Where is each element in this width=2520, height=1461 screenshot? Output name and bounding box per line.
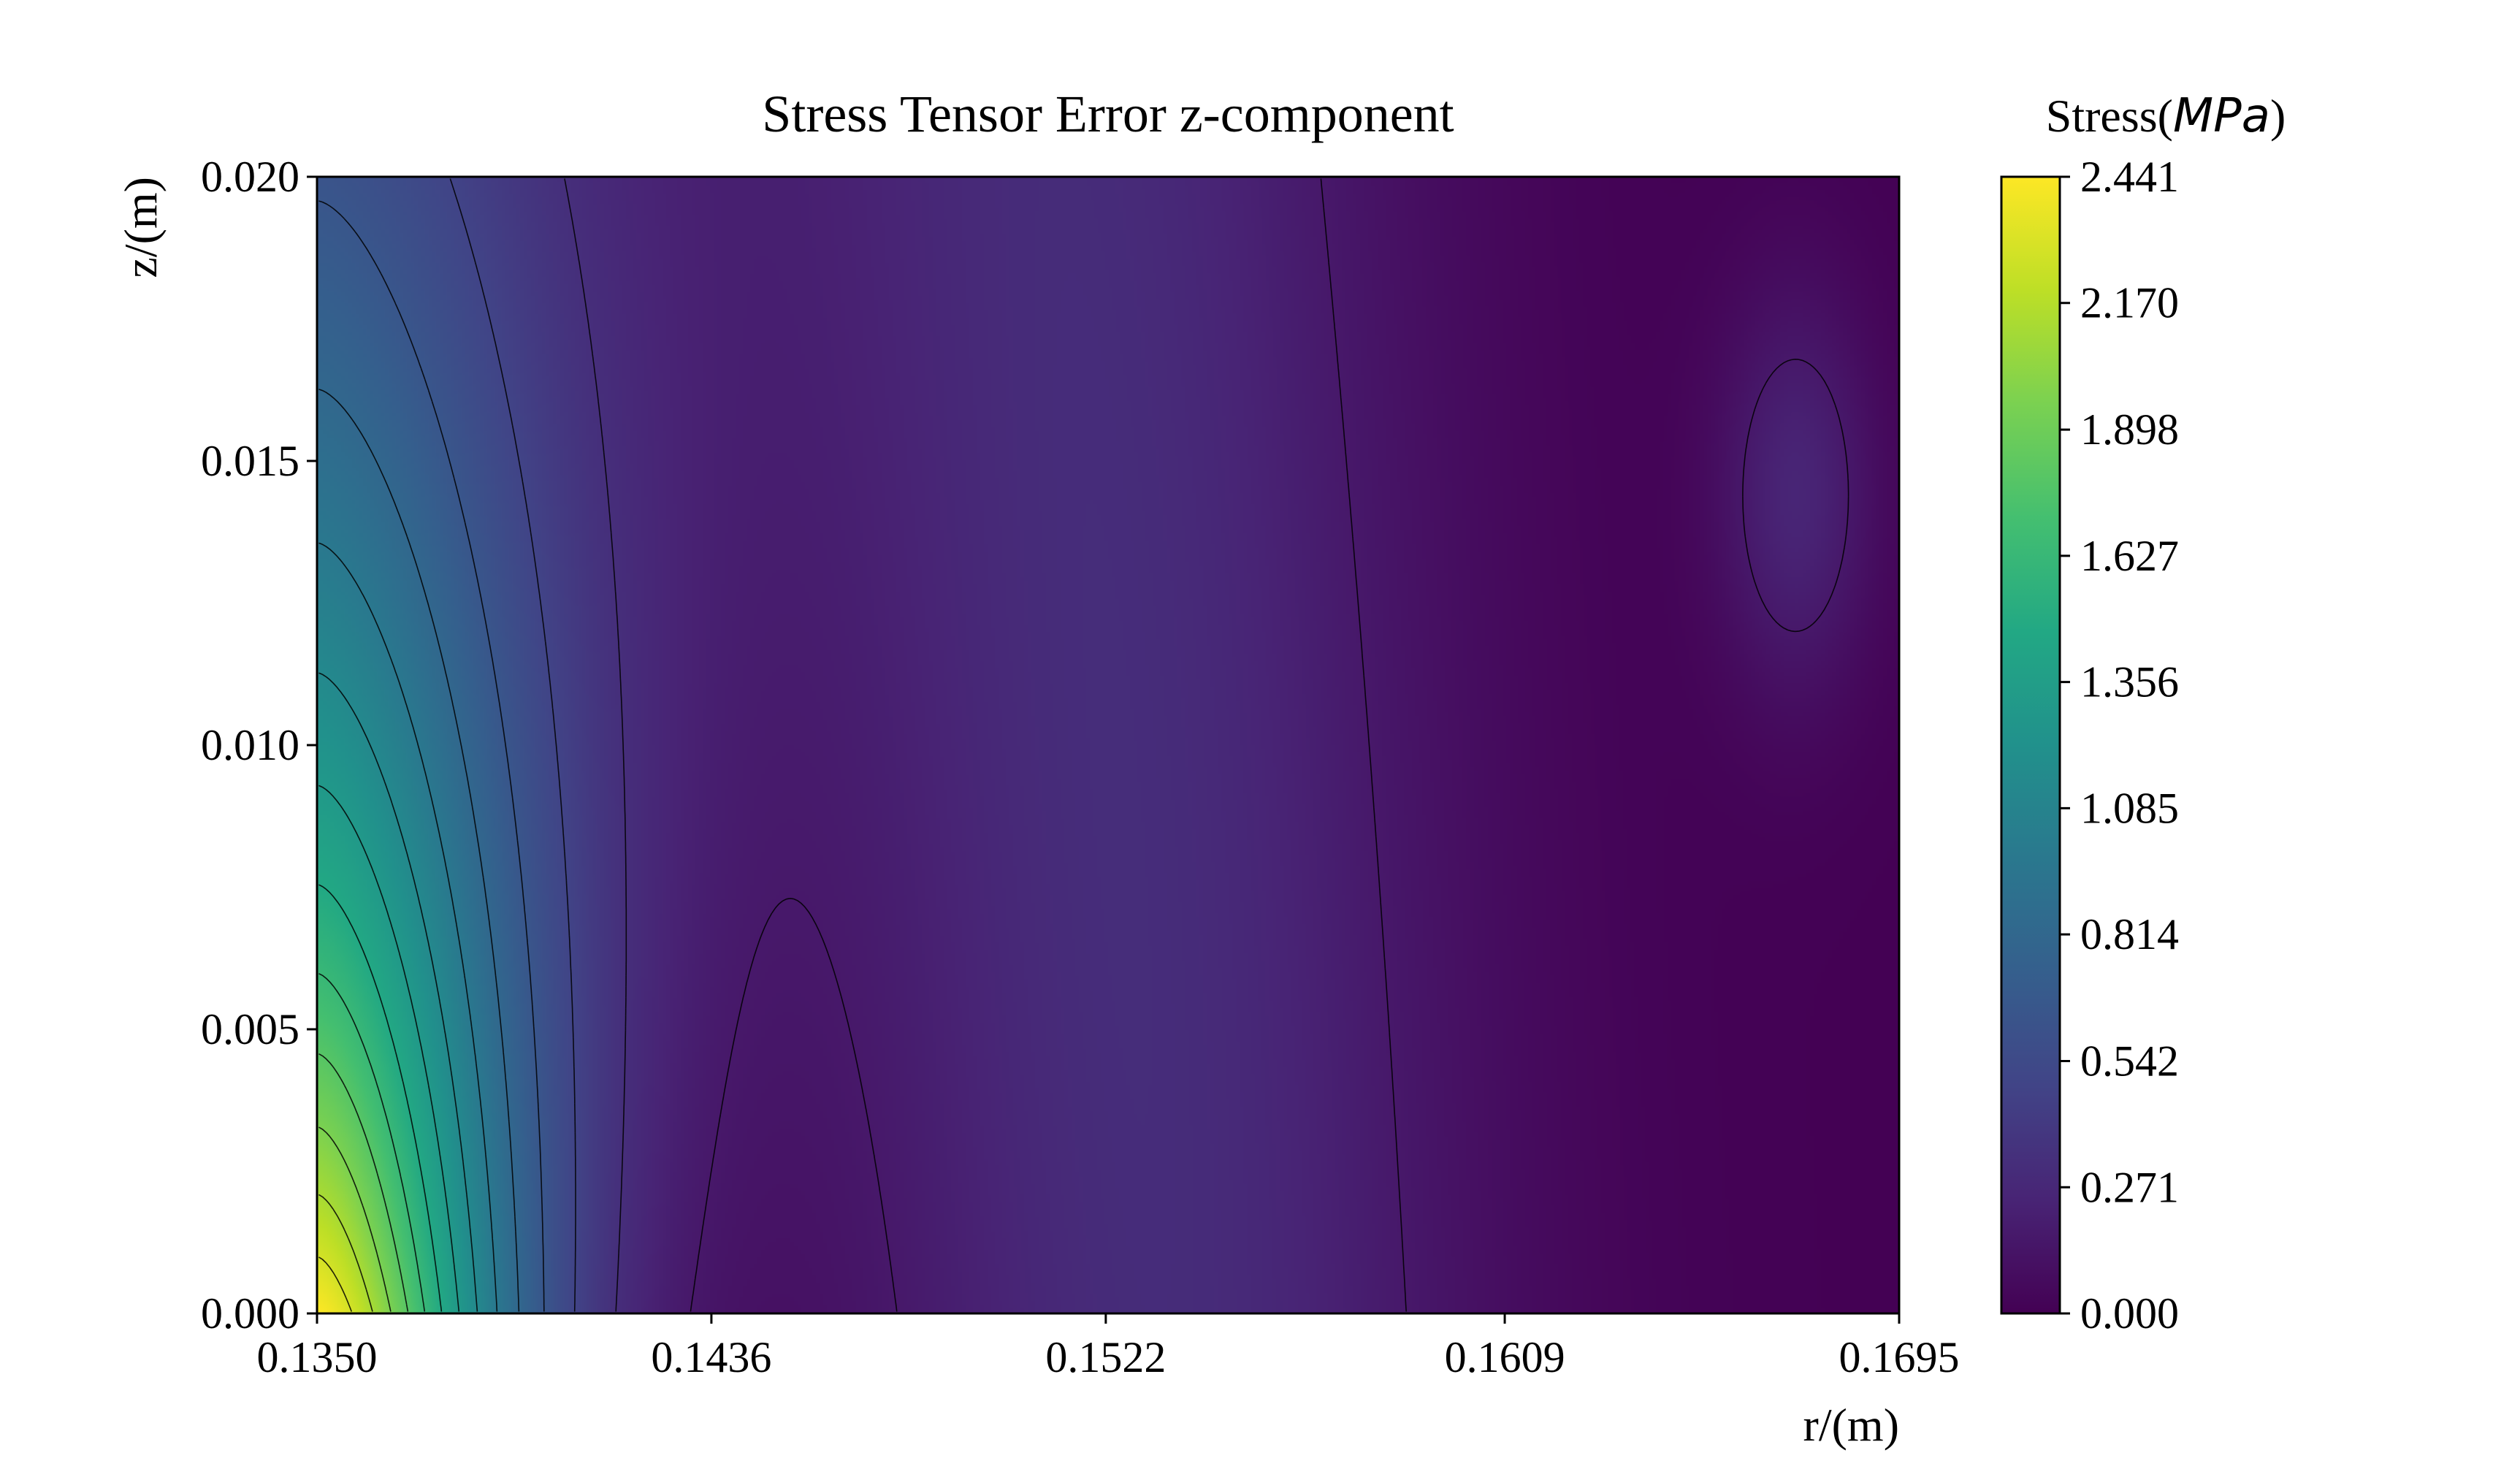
contour-line	[318, 200, 545, 1312]
colorbar-tick-label: 0.814	[2080, 910, 2179, 958]
colorbar-label-unit: MPa	[2173, 89, 2270, 143]
y-tick-label: 0.005	[201, 1005, 299, 1053]
y-tick-label: 0.000	[201, 1289, 299, 1338]
colorbar-tick-label: 0.542	[2080, 1037, 2179, 1086]
x-tick-label: 0.1436	[651, 1333, 771, 1381]
colorbar-gradient	[2000, 175, 2061, 1315]
chart-title: Stress Tensor Error z-component	[762, 85, 1454, 143]
y-axis-label: z/(m)	[115, 177, 167, 278]
contour-line	[564, 178, 627, 1312]
colorbar-tick-label: 2.441	[2080, 153, 2179, 201]
x-axis-label: r/(m)	[1803, 1399, 1900, 1451]
contour-line	[318, 542, 498, 1312]
contour-line	[318, 1126, 392, 1312]
y-tick-label: 0.015	[201, 437, 299, 485]
contour-line	[690, 178, 1849, 1312]
contour-line	[318, 884, 443, 1312]
contour-line	[318, 973, 426, 1312]
y-tick-label: 0.020	[201, 153, 299, 201]
x-tick-label: 0.1609	[1445, 1333, 1565, 1381]
contour-line	[318, 785, 460, 1312]
colorbar: 0.000 0.271 0.542 0.814 1.085 1.356 1.627 1.898…	[2000, 89, 2286, 1338]
colorbar-label-prefix: Stress(	[2046, 90, 2173, 142]
x-tick-label: 0.1522	[1045, 1333, 1166, 1381]
colorbar-tick-label: 1.627	[2080, 532, 2179, 580]
contour-line	[318, 1194, 373, 1312]
colorbar-ticks: 0.000 0.271 0.542 0.814 1.085 1.356 1.627 1.898…	[2060, 153, 2179, 1338]
colorbar-tick-label: 1.085	[2080, 784, 2179, 832]
contour-line	[318, 672, 478, 1312]
contour-lines	[318, 178, 1849, 1312]
colorbar-tick-label: 0.271	[2080, 1163, 2179, 1211]
colorbar-label-suffix: )	[2270, 90, 2286, 142]
heatmap-image	[317, 177, 1899, 1313]
colorbar-tick-label: 1.356	[2080, 658, 2179, 706]
contour-line	[449, 178, 576, 1312]
colorbar-label: Stress(MPa)	[2046, 89, 2286, 143]
contour-line	[318, 389, 520, 1312]
contour-line	[318, 1053, 409, 1312]
colorbar-tick-label: 2.170	[2080, 279, 2179, 327]
colorbar-tick-label: 0.000	[2080, 1289, 2179, 1338]
colorbar-tick-label: 1.898	[2080, 405, 2179, 454]
x-tick-label: 0.1350	[257, 1333, 378, 1381]
x-axis: 0.1350 0.1436 0.1522 0.1609 0.1695	[257, 1313, 1960, 1381]
y-tick-label: 0.010	[201, 721, 299, 769]
heatmap-field	[316, 175, 1901, 1315]
contour-line	[318, 1256, 353, 1312]
y-axis: 0.000 0.005 0.010 0.015 0.020	[201, 153, 317, 1338]
x-tick-label: 0.1695	[1839, 1333, 1960, 1381]
